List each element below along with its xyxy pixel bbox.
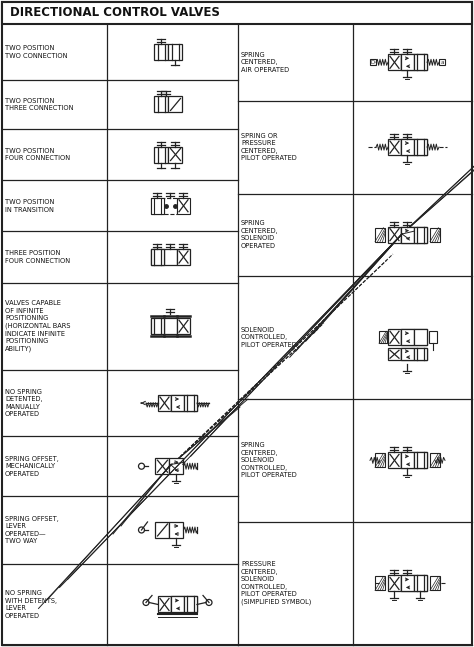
Bar [414,226,427,243]
Bar [388,452,401,468]
Text: SPRING
CENTERED,
SOLENOID
CONTROLLED,
PILOT OPERATED: SPRING CENTERED, SOLENOID CONTROLLED, PI… [241,443,297,478]
Text: THREE POSITION
FOUR CONNECTION: THREE POSITION FOUR CONNECTION [5,250,70,264]
Bar [171,597,184,613]
Bar [401,329,414,345]
Bar [414,329,427,345]
Bar [2,2,472,24]
Text: SOLENOID
CONTROLLED,
PILOT OPERATED: SOLENOID CONTROLLED, PILOT OPERATED [241,327,297,347]
Bar [177,249,190,265]
Bar [401,575,414,591]
Bar [401,348,414,360]
Bar [401,575,414,591]
Bar [414,348,427,360]
Text: NO SPRING
DETENTED,
MANUALLY
OPERATED: NO SPRING DETENTED, MANUALLY OPERATED [5,389,43,417]
Bar [375,576,385,591]
Bar [401,226,414,243]
Bar [414,54,427,71]
Bar [388,329,401,345]
Bar [401,54,414,71]
Bar [401,348,414,360]
Bar [168,44,182,60]
Bar [414,329,427,345]
Bar [430,576,440,591]
Bar [414,226,427,243]
Bar [168,146,182,162]
Bar [388,54,401,71]
Bar [388,348,401,360]
Bar [401,139,414,155]
Bar [155,96,168,113]
Bar [164,249,177,265]
Bar [414,452,427,468]
Bar [158,395,171,411]
Bar [388,226,401,243]
Bar [151,318,164,334]
Bar [177,198,190,214]
Bar [171,597,184,613]
Text: a: a [440,60,444,65]
Bar [164,318,177,334]
Bar [171,395,184,411]
Bar [439,60,445,65]
Bar [401,226,414,243]
Text: VALVES CAPABLE
OF INFINITE
POSITIONING
(HORIZONTAL BARS
INDICATE INFINITE
POSITI: VALVES CAPABLE OF INFINITE POSITIONING (… [5,300,71,352]
Text: SPRING
CENTERED,
AIR OPERATED: SPRING CENTERED, AIR OPERATED [241,52,289,73]
Bar [184,597,197,613]
Text: SPRING OR
PRESSURE
CENTERED,
PILOT OPERATED: SPRING OR PRESSURE CENTERED, PILOT OPERA… [241,133,297,161]
Text: TWO POSITION
IN TRANSITION: TWO POSITION IN TRANSITION [5,199,55,212]
Bar [401,54,414,71]
Bar [164,198,177,214]
Bar [401,452,414,468]
Bar [370,60,376,65]
Bar [158,597,171,613]
Bar [155,522,170,538]
Bar [379,331,387,344]
Bar [171,395,184,411]
Text: SPRING OFFSET,
LEVER
OPERATED—
TWO WAY: SPRING OFFSET, LEVER OPERATED— TWO WAY [5,516,59,544]
Bar [414,348,427,360]
Bar [151,249,164,265]
Bar [401,329,414,345]
Text: DIRECTIONAL CONTROL VALVES: DIRECTIONAL CONTROL VALVES [10,6,220,19]
Bar [401,452,414,468]
Bar [151,318,164,334]
Text: SPRING
CENTERED,
SOLENOID
OPERATED: SPRING CENTERED, SOLENOID OPERATED [241,221,279,249]
Text: D: D [371,60,375,65]
Text: NO SPRING
WITH DETENTS,
LEVER
OPERATED: NO SPRING WITH DETENTS, LEVER OPERATED [5,590,57,619]
Bar [429,331,437,344]
Bar [414,452,427,468]
Text: SPRING OFFSET,
MECHANICALLY
OPERATED: SPRING OFFSET, MECHANICALLY OPERATED [5,455,59,477]
Bar [155,458,170,474]
Bar [168,96,182,113]
Bar [177,318,190,334]
Bar [414,575,427,591]
Bar [388,139,401,155]
Text: TWO POSITION
THREE CONNECTION: TWO POSITION THREE CONNECTION [5,98,73,111]
Bar [155,44,168,60]
Bar [155,146,168,162]
Bar [375,454,385,467]
Bar [414,575,427,591]
Bar [375,228,385,241]
Bar [414,54,427,71]
Bar [382,443,443,474]
Bar [184,597,197,613]
Bar [430,454,440,467]
Bar [184,395,197,411]
Bar [414,139,427,155]
Text: TWO POSITION
FOUR CONNECTION: TWO POSITION FOUR CONNECTION [5,148,70,161]
Bar [151,249,164,265]
Text: TWO POSITION
TWO CONNECTION: TWO POSITION TWO CONNECTION [5,45,67,59]
Bar [382,325,433,349]
Bar [151,198,164,214]
Bar [430,228,440,241]
Bar [388,575,401,591]
Bar [151,198,164,214]
Bar [184,395,197,411]
Bar [170,522,183,538]
Bar [170,458,183,474]
Bar [401,139,414,155]
Bar [414,139,427,155]
Text: PRESSURE
CENTERED,
SOLENOID
CONTROLLED,
PILOT OPERATED
(SIMPLIFIED SYMBOL): PRESSURE CENTERED, SOLENOID CONTROLLED, … [241,562,311,606]
